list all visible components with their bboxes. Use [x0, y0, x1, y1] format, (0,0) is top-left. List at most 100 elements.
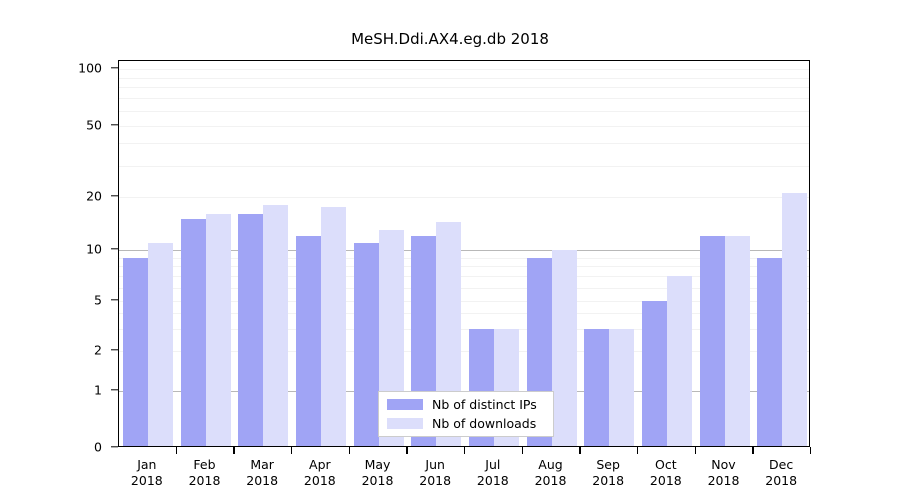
x-tick-label: Sep 2018: [592, 457, 624, 490]
chart-title: MeSH.Ddi.AX4.eg.db 2018: [351, 30, 549, 48]
x-tick-label-month: Jul: [485, 457, 501, 472]
x-tick-mark: [521, 447, 524, 454]
bar-downloads: [147, 242, 173, 446]
bar-ips: [584, 328, 610, 446]
x-tick-mark: [175, 447, 178, 454]
bar-ips: [295, 236, 321, 446]
gridline-major: [119, 69, 809, 70]
x-tick-mark: [291, 447, 293, 454]
gridline-minor: [119, 165, 809, 167]
x-tick-label-month: Dec: [769, 457, 794, 472]
bar-ips: [122, 257, 148, 446]
y-tick-label: 100: [78, 60, 102, 76]
y-tick-label: 0: [94, 439, 102, 455]
gridline-minor: [119, 111, 809, 112]
bar-downloads: [782, 193, 808, 446]
y-tick-mark: [111, 195, 118, 197]
y-tick-label: 2: [94, 342, 102, 358]
y-tick-mark: [111, 248, 118, 250]
bar-ips: [180, 218, 206, 446]
y-tick-mark: [111, 349, 118, 351]
gridline-major: [119, 126, 809, 127]
x-tick-mark: [810, 447, 812, 454]
x-tick-mark: [579, 447, 581, 454]
x-tick-mark: [752, 447, 754, 454]
x-tick-mark: [694, 447, 697, 454]
bar-downloads: [724, 236, 750, 446]
bar-downloads: [205, 214, 231, 446]
x-tick-label-year: 2018: [188, 473, 221, 489]
y-tick-mark: [111, 124, 118, 126]
gridline-major: [119, 351, 809, 352]
x-tick-label-month: Jun: [425, 457, 445, 472]
bar-downloads: [666, 276, 692, 446]
x-tick-label: Jun 2018: [419, 457, 451, 490]
bar-ips: [238, 214, 264, 446]
x-tick-mark: [406, 447, 408, 454]
x-tick-mark: [637, 447, 639, 454]
gridline-minor: [119, 77, 809, 79]
x-tick-label: Jul 2018: [477, 457, 509, 490]
y-tick-label: 1: [94, 382, 102, 398]
legend-swatch-downloads: [387, 417, 423, 429]
legend-swatch-ips: [387, 399, 423, 411]
x-tick-label-month: Jan: [137, 457, 157, 472]
y-tick-label: 50: [86, 117, 102, 133]
x-tick-label-year: 2018: [476, 473, 509, 489]
y-tick-mark: [111, 389, 118, 391]
x-tick-label-year: 2018: [649, 473, 682, 489]
x-tick-label: Nov 2018: [708, 457, 740, 490]
gridline-minor: [119, 143, 809, 145]
y-tick-label: 5: [94, 292, 102, 308]
x-tick-label: Oct 2018: [650, 457, 682, 490]
gridline-minor: [119, 276, 809, 278]
bar-ips: [641, 301, 667, 446]
x-tick-label: May 2018: [362, 457, 394, 490]
bar-ips: [757, 257, 783, 446]
x-tick-label-year: 2018: [707, 473, 740, 489]
x-tick-label-year: 2018: [419, 473, 452, 489]
bar-downloads: [320, 207, 346, 446]
y-tick-label: 20: [86, 188, 102, 204]
bar-ips: [353, 242, 379, 446]
bar-downloads: [551, 250, 577, 446]
x-tick-label-year: 2018: [534, 473, 567, 489]
gridline-minor: [119, 328, 809, 330]
x-tick-label-month: Apr: [309, 457, 331, 472]
x-tick-label-month: May: [364, 457, 391, 472]
bar-ips: [699, 236, 725, 446]
gridline-major: [119, 250, 809, 251]
gridline-minor: [119, 257, 809, 259]
x-tick-label-year: 2018: [592, 473, 625, 489]
x-tick-label: Aug 2018: [535, 457, 567, 490]
gridline-minor: [119, 87, 809, 89]
x-axis: Jan 2018 Feb 2018 Mar 2018 Apr 2018 May 2018 Jun 20…: [118, 447, 812, 497]
bar-downloads: [263, 205, 289, 446]
gridline-minor: [119, 313, 809, 315]
x-tick-label-month: Oct: [655, 457, 677, 472]
x-tick-label-month: Aug: [538, 457, 563, 472]
x-tick-mark: [233, 447, 235, 454]
legend-label: Nb of distinct IPs: [432, 397, 537, 413]
x-tick-label: Feb 2018: [189, 457, 221, 490]
x-tick-label: Mar 2018: [246, 457, 278, 490]
bar-downloads: [609, 328, 635, 446]
y-tick-label: 10: [86, 241, 102, 257]
gridline-major: [119, 197, 809, 198]
x-tick-label-year: 2018: [130, 473, 163, 489]
y-axis: 100 50 20 10 5 2 1 0: [0, 60, 118, 455]
x-tick-label-year: 2018: [361, 473, 394, 489]
legend-item[interactable]: Nb of downloads: [387, 416, 545, 432]
x-tick-label: Jan 2018: [131, 457, 163, 490]
x-tick-label-month: Mar: [250, 457, 274, 472]
x-tick-label-month: Sep: [596, 457, 620, 472]
legend-item[interactable]: Nb of distinct IPs: [387, 397, 545, 413]
x-tick-label: Apr 2018: [304, 457, 336, 490]
x-tick-label-year: 2018: [246, 473, 279, 489]
chart-legend: Nb of distinct IPs Nb of downloads: [378, 391, 554, 437]
plot-area: [118, 60, 810, 447]
y-tick-mark: [111, 67, 118, 69]
x-tick-label: Dec 2018: [765, 457, 797, 490]
legend-label: Nb of downloads: [432, 415, 537, 431]
